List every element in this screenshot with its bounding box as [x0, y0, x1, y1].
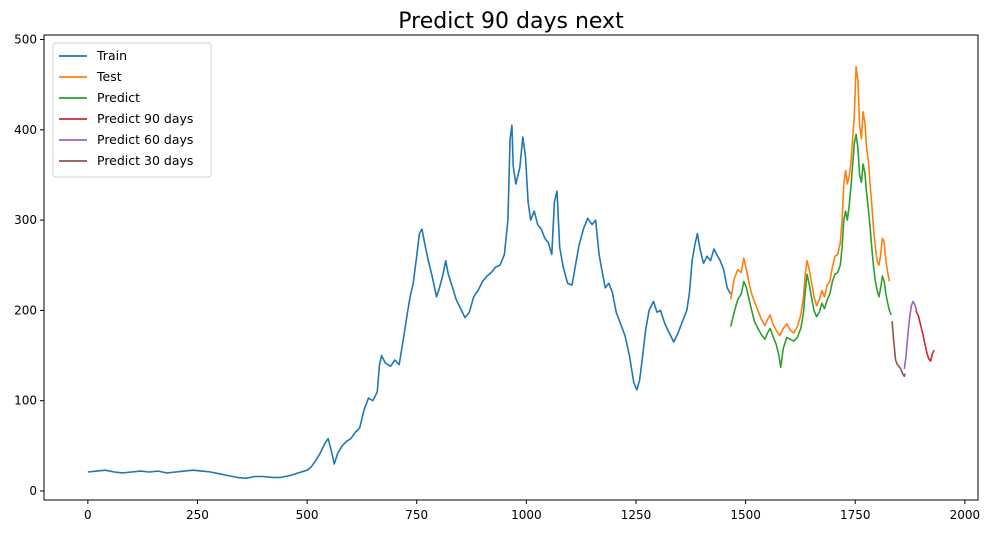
legend-label: Test	[96, 69, 122, 84]
series-line	[903, 300, 918, 370]
y-tick-label: 100	[14, 394, 37, 408]
legend-label: Train	[96, 48, 127, 63]
y-tick-label: 0	[29, 484, 37, 498]
legend-label: Predict 90 days	[97, 111, 193, 126]
y-tick-label: 200	[14, 303, 37, 317]
axes-frame	[43, 34, 979, 501]
legend: Train Test Predict Predict 90 days Predict 6…	[52, 42, 212, 178]
x-tick-label: 250	[186, 508, 209, 522]
y-tick-label: 400	[14, 123, 37, 137]
x-tick-label: 500	[296, 508, 319, 522]
series-line	[891, 321, 906, 378]
series-line	[87, 124, 732, 480]
x-tick-label: 0	[84, 508, 92, 522]
y-tick-label: 500	[14, 33, 37, 47]
series-line	[729, 65, 891, 337]
x-tick-label: 2000	[950, 508, 981, 522]
series-line	[729, 133, 892, 369]
x-tick-label: 1250	[621, 508, 652, 522]
chart-title: Predict 90 days next	[398, 9, 624, 34]
axis-ticks: 0 250 500 750 1000 1250 1500 1750 2000 0 100 200 300…	[14, 33, 980, 522]
x-tick-label: 1500	[730, 508, 761, 522]
legend-label: Predict 30 days	[97, 153, 193, 168]
legend-box	[52, 42, 212, 178]
legend-label: Predict	[97, 90, 140, 105]
x-tick-label: 1750	[840, 508, 871, 522]
y-tick-label: 300	[14, 213, 37, 227]
x-tick-label: 1000	[511, 508, 542, 522]
series-line	[914, 310, 935, 362]
legend-label: Predict 60 days	[97, 132, 193, 147]
plot-lines	[87, 65, 935, 480]
x-tick-label: 750	[405, 508, 428, 522]
